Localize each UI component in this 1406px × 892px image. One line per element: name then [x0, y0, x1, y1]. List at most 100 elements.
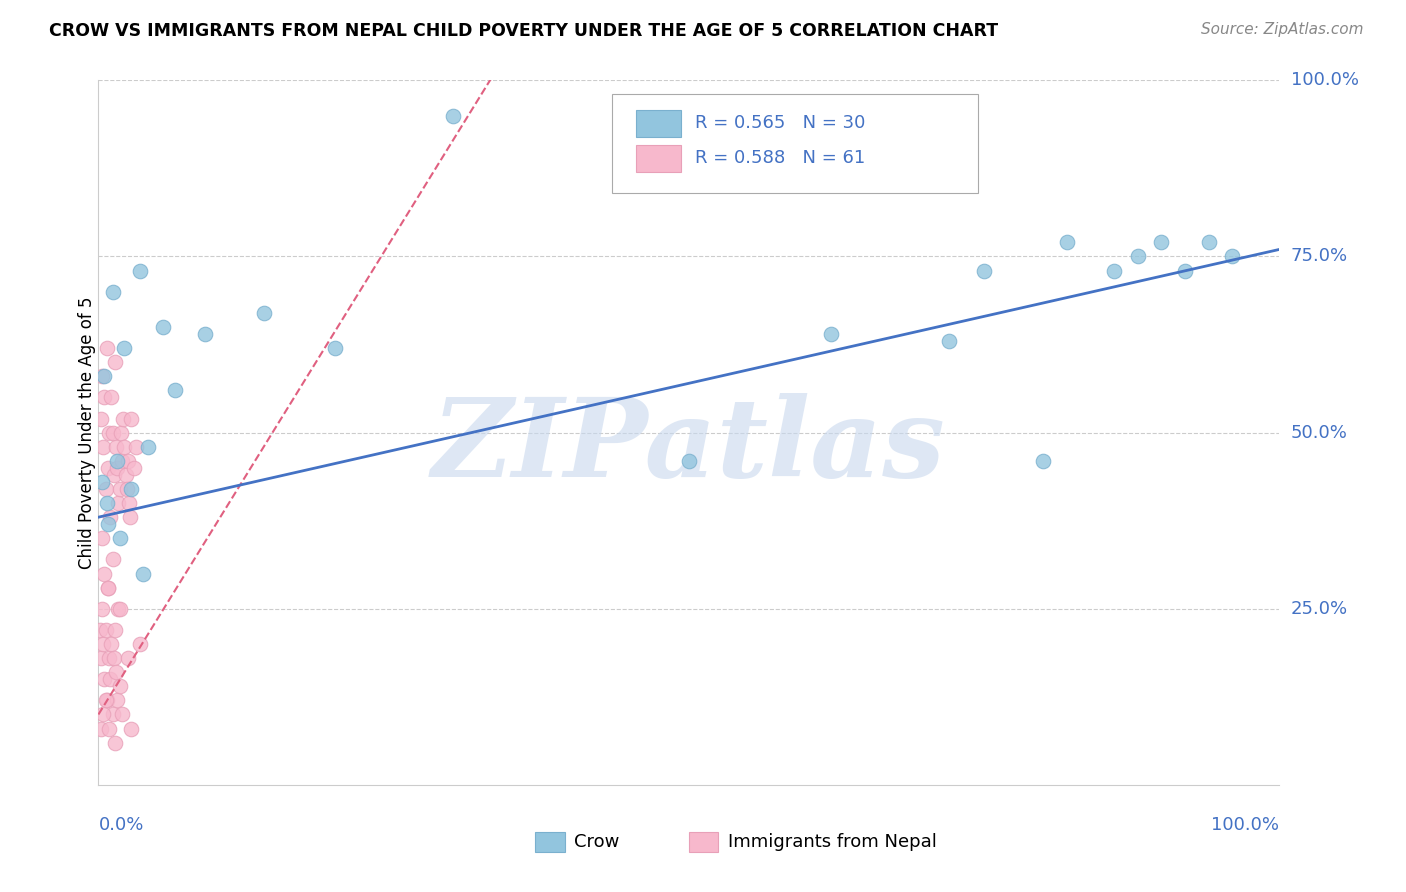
Point — [125, 440, 148, 454]
Point — [105, 440, 128, 454]
Point — [253, 306, 276, 320]
Point — [91, 707, 114, 722]
Point — [117, 651, 139, 665]
Y-axis label: Child Poverty Under the Age of 5: Child Poverty Under the Age of 5 — [79, 296, 96, 569]
Point — [120, 510, 142, 524]
Point — [96, 341, 118, 355]
Point — [93, 391, 115, 405]
Point — [441, 109, 464, 123]
Point — [94, 482, 117, 496]
Point — [107, 496, 129, 510]
Point — [938, 334, 960, 348]
Point — [94, 623, 117, 637]
Point — [91, 637, 114, 651]
Point — [118, 496, 141, 510]
Point — [105, 460, 128, 475]
Point — [122, 460, 145, 475]
Point — [101, 425, 124, 440]
Point — [114, 467, 136, 482]
FancyBboxPatch shape — [689, 832, 718, 852]
Point — [152, 320, 174, 334]
Point — [110, 425, 132, 440]
Point — [101, 552, 124, 566]
Text: 100.0%: 100.0% — [1291, 71, 1358, 89]
Point — [678, 454, 700, 468]
Point — [100, 391, 122, 405]
Point — [117, 454, 139, 468]
Point — [121, 722, 143, 736]
Point — [93, 369, 115, 384]
Point — [104, 623, 127, 637]
Point — [105, 693, 128, 707]
Text: R = 0.565   N = 30: R = 0.565 N = 30 — [695, 114, 865, 132]
Point — [100, 637, 122, 651]
Point — [97, 581, 120, 595]
Point — [112, 411, 135, 425]
Text: 75.0%: 75.0% — [1291, 247, 1348, 266]
Text: ZIPatlas: ZIPatlas — [432, 393, 946, 500]
Point — [97, 517, 120, 532]
Point — [108, 601, 131, 615]
Text: 25.0%: 25.0% — [1291, 599, 1348, 618]
Text: Source: ZipAtlas.com: Source: ZipAtlas.com — [1201, 22, 1364, 37]
Text: Crow: Crow — [575, 833, 620, 851]
Point — [89, 623, 111, 637]
Point — [108, 482, 131, 496]
FancyBboxPatch shape — [536, 832, 565, 852]
Point — [94, 693, 117, 707]
Point — [1220, 250, 1243, 264]
Point — [105, 454, 128, 468]
Point — [323, 341, 346, 355]
Point — [108, 532, 131, 546]
Point — [93, 673, 115, 687]
Point — [128, 637, 150, 651]
Point — [111, 707, 134, 722]
Point — [96, 496, 118, 510]
Point — [90, 651, 112, 665]
FancyBboxPatch shape — [636, 145, 681, 172]
Point — [115, 482, 138, 496]
Point — [104, 355, 127, 369]
Point — [194, 326, 217, 341]
Point — [128, 263, 150, 277]
Point — [108, 679, 131, 693]
Point — [820, 326, 842, 341]
Point — [1174, 263, 1197, 277]
Point — [91, 601, 114, 615]
Point — [98, 673, 121, 687]
Point — [973, 263, 995, 277]
Text: 50.0%: 50.0% — [1291, 424, 1347, 442]
Point — [112, 341, 135, 355]
Point — [93, 566, 115, 581]
Point — [165, 384, 187, 398]
Point — [90, 722, 112, 736]
Point — [91, 440, 114, 454]
Point — [96, 693, 118, 707]
Point — [91, 369, 114, 384]
FancyBboxPatch shape — [636, 110, 681, 136]
Point — [98, 510, 121, 524]
Point — [1126, 250, 1149, 264]
Point — [90, 411, 112, 425]
Text: 100.0%: 100.0% — [1212, 815, 1279, 833]
Point — [107, 601, 129, 615]
Point — [97, 460, 120, 475]
Point — [111, 454, 134, 468]
Point — [91, 532, 114, 546]
Text: Immigrants from Nepal: Immigrants from Nepal — [728, 833, 936, 851]
Point — [97, 581, 120, 595]
Point — [103, 651, 125, 665]
Point — [1150, 235, 1173, 250]
Point — [1198, 235, 1220, 250]
Text: 0.0%: 0.0% — [98, 815, 143, 833]
Point — [104, 736, 127, 750]
Text: CROW VS IMMIGRANTS FROM NEPAL CHILD POVERTY UNDER THE AGE OF 5 CORRELATION CHART: CROW VS IMMIGRANTS FROM NEPAL CHILD POVE… — [49, 22, 998, 40]
Point — [103, 467, 125, 482]
Point — [132, 566, 155, 581]
Point — [101, 285, 124, 299]
Point — [105, 665, 128, 680]
Point — [98, 722, 121, 736]
Point — [112, 440, 135, 454]
Point — [121, 411, 143, 425]
Text: R = 0.588   N = 61: R = 0.588 N = 61 — [695, 150, 865, 168]
